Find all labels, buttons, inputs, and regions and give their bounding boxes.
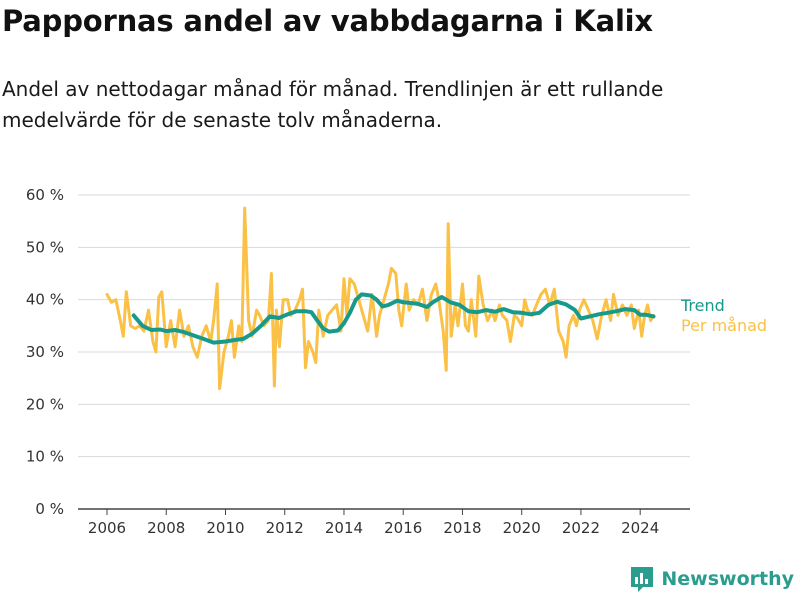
x-tick-label: 2022: [562, 519, 600, 537]
series-line-per-manad: [105, 206, 655, 391]
y-tick-label: 60 %: [26, 186, 64, 204]
x-tick-label: 2014: [325, 519, 363, 537]
chart-subtitle: Andel av nettodagar månad för månad. Tre…: [2, 77, 664, 132]
y-tick-label: 20 %: [26, 395, 64, 413]
x-tick-label: 2018: [443, 519, 481, 537]
brand-name: Newsworthy: [661, 568, 794, 590]
series-line-trend: [131, 292, 656, 345]
series-lines: [105, 206, 656, 391]
x-tick-label: 2024: [621, 519, 659, 537]
bar-chart-logo-icon: [631, 567, 654, 592]
brand-logo: Newsworthy: [629, 564, 794, 594]
legend-label-per-manad: Per månad: [681, 316, 767, 335]
y-tick-label: 40 %: [26, 291, 64, 309]
y-axis-ticks: 0 % 10 % 20 % 30 % 40 % 50 % 60 %: [26, 186, 64, 518]
x-tick-label: 2020: [503, 519, 541, 537]
x-tick-label: 2016: [384, 519, 422, 537]
x-tick-label: 2008: [147, 519, 185, 537]
chart-title: Pappornas andel av vabbdagarna i Kalix: [2, 4, 653, 38]
y-tick-label: 0 %: [35, 500, 64, 518]
x-axis-ticks: 2006 2008 2010 2012 2014 2016 2018 2020 2022 2024: [88, 509, 659, 537]
x-tick-label: 2010: [206, 519, 244, 537]
x-tick-label: 2006: [88, 519, 126, 537]
y-tick-label: 10 %: [26, 448, 64, 466]
x-tick-label: 2012: [266, 519, 304, 537]
y-tick-label: 50 %: [26, 238, 64, 256]
y-tick-label: 30 %: [26, 343, 64, 361]
legend-label-trend: Trend: [680, 296, 725, 315]
